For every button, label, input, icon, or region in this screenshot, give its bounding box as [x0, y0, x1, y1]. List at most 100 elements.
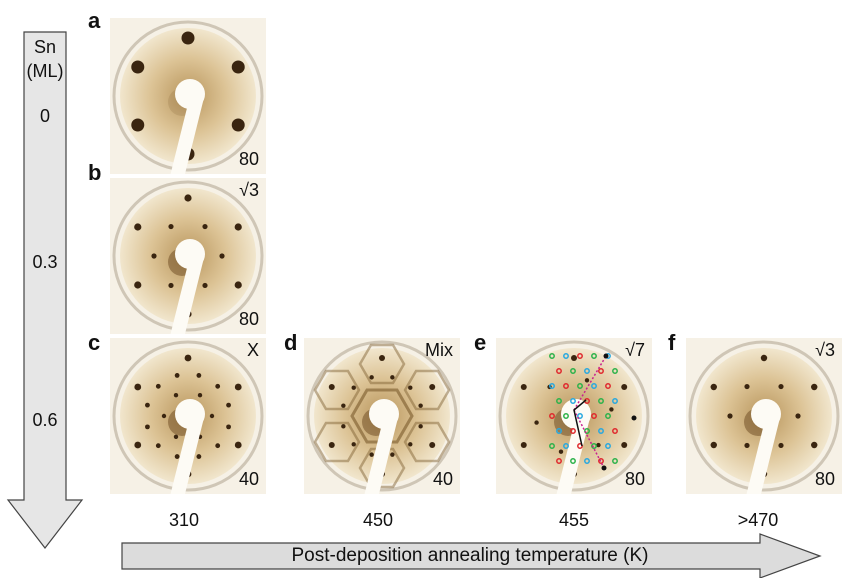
- domain-hexagon: [313, 421, 361, 463]
- sqrt7-lattice-marker: [570, 368, 576, 374]
- reconstruction-label-d: Mix: [425, 340, 453, 360]
- diffraction-spot: [811, 441, 818, 449]
- leed-pattern-e: √7 80: [496, 338, 652, 494]
- reciprocal-vector: [573, 409, 605, 469]
- sqrt7-lattice-marker: [570, 398, 576, 404]
- reconstruction-label-c: X: [246, 340, 259, 360]
- electron-gun-shaft: [362, 416, 398, 494]
- diffraction-spot: [596, 442, 601, 448]
- screen-rim: [688, 340, 840, 492]
- leed-pattern-a: 80: [110, 18, 266, 174]
- diffraction-spot: [795, 413, 801, 419]
- diffraction-spot: [215, 443, 221, 449]
- diffraction-spot: [161, 413, 167, 419]
- panel-letter-f: f: [668, 330, 676, 355]
- sqrt7-lattice-marker: [577, 413, 583, 419]
- sqrt7-lattice-marker: [563, 353, 569, 359]
- electron-gun-shaft: [168, 416, 204, 494]
- diffraction-spot: [710, 441, 717, 449]
- diffraction-spot: [584, 378, 590, 383]
- coverage-axis-label-line2: (ML): [26, 61, 64, 81]
- sqrt7-lattice-marker: [612, 398, 618, 404]
- leed-pattern-c: X 40: [110, 338, 266, 494]
- diffraction-spot: [209, 413, 215, 419]
- screen-rim: [112, 20, 264, 172]
- diffraction-spot: [197, 393, 203, 398]
- sqrt7-lattice-marker: [549, 413, 555, 419]
- sqrt7-lattice-marker: [598, 458, 604, 464]
- diffraction-spot: [760, 354, 768, 362]
- sqrt7-lattice-marker: [563, 443, 569, 449]
- diffraction-spot: [429, 442, 436, 448]
- diffraction-spot: [219, 253, 225, 259]
- reconstruction-label-e: √7: [625, 340, 645, 360]
- diffraction-spot: [744, 383, 750, 390]
- sqrt7-lattice-marker: [577, 383, 583, 389]
- diffraction-spot: [231, 118, 245, 132]
- domain-hexagon: [358, 343, 406, 385]
- diffraction-spot: [226, 424, 231, 430]
- coverage-axis-label-line1: Sn: [33, 37, 57, 57]
- diffraction-spot: [429, 384, 436, 390]
- panel-letter-c: c: [88, 330, 101, 355]
- diffraction-spot: [168, 223, 174, 230]
- diffraction-spot: [234, 383, 242, 391]
- diffraction-spot: [710, 383, 717, 391]
- sqrt7-lattice-marker: [605, 443, 611, 449]
- reference-spot: [601, 465, 607, 471]
- diffraction-spot: [184, 354, 192, 362]
- temperature-arrow: [121, 533, 822, 578]
- diffraction-spot: [202, 223, 208, 230]
- sqrt7-lattice-marker: [591, 413, 597, 419]
- diffraction-spot: [181, 31, 195, 45]
- diffraction-spot: [134, 281, 142, 289]
- panel-letter-d: d: [284, 330, 298, 355]
- coverage-value-1: 0.3: [32, 252, 58, 272]
- reciprocal-vector: [573, 355, 607, 411]
- diffraction-spot: [558, 449, 564, 454]
- domain-hexagon: [358, 447, 406, 489]
- reference-spot: [631, 415, 637, 421]
- diffraction-spot: [418, 424, 423, 429]
- diffraction-spot: [145, 424, 150, 430]
- electron-gun-head: [175, 79, 205, 109]
- leed-pattern-b: √3 80: [110, 178, 266, 334]
- sqrt7-lattice-marker: [556, 398, 562, 404]
- sqrt7-lattice-marker: [563, 383, 569, 389]
- sqrt7-lattice-marker: [591, 353, 597, 359]
- electron-gun-shaft: [168, 95, 204, 174]
- sqrt7-lattice-marker: [598, 398, 604, 404]
- diffraction-spot: [408, 385, 413, 390]
- reconstruction-label-f: √3: [815, 340, 835, 360]
- domain-hexagon: [403, 421, 451, 463]
- diffraction-spot: [328, 384, 335, 390]
- diffraction-spot: [369, 452, 374, 457]
- diffraction-spot: [408, 442, 413, 447]
- sqrt7-lattice-marker: [598, 368, 604, 374]
- sqrt7-lattice-marker: [591, 383, 597, 389]
- sqrt7-lattice-marker: [556, 458, 562, 464]
- diffraction-spot: [173, 434, 179, 439]
- panel-letter-b: b: [88, 160, 102, 185]
- diffraction-spot: [778, 442, 784, 449]
- diffraction-spot: [369, 375, 374, 380]
- diffraction-spot: [215, 383, 221, 389]
- diffraction-spot: [234, 281, 242, 289]
- diffraction-spot: [520, 442, 527, 448]
- screen-rim: [112, 340, 264, 492]
- beam-energy-d: 40: [432, 469, 453, 489]
- diffraction-spot: [174, 373, 180, 378]
- electron-gun-head: [175, 239, 205, 269]
- diffraction-spot: [134, 223, 142, 231]
- temperature-value-2: 455: [558, 510, 590, 530]
- electron-gun-head: [369, 399, 399, 429]
- sqrt7-lattice-marker: [612, 428, 618, 434]
- screen-rim: [112, 180, 264, 332]
- electron-gun-shaft: [168, 256, 204, 334]
- diffraction-spot: [202, 282, 208, 289]
- beam-energy-e: 80: [624, 469, 645, 489]
- domain-hexagon: [313, 369, 361, 411]
- sqrt7-lattice-marker: [549, 353, 555, 359]
- reference-spot: [603, 353, 609, 359]
- temperature-value-0: 310: [168, 510, 200, 530]
